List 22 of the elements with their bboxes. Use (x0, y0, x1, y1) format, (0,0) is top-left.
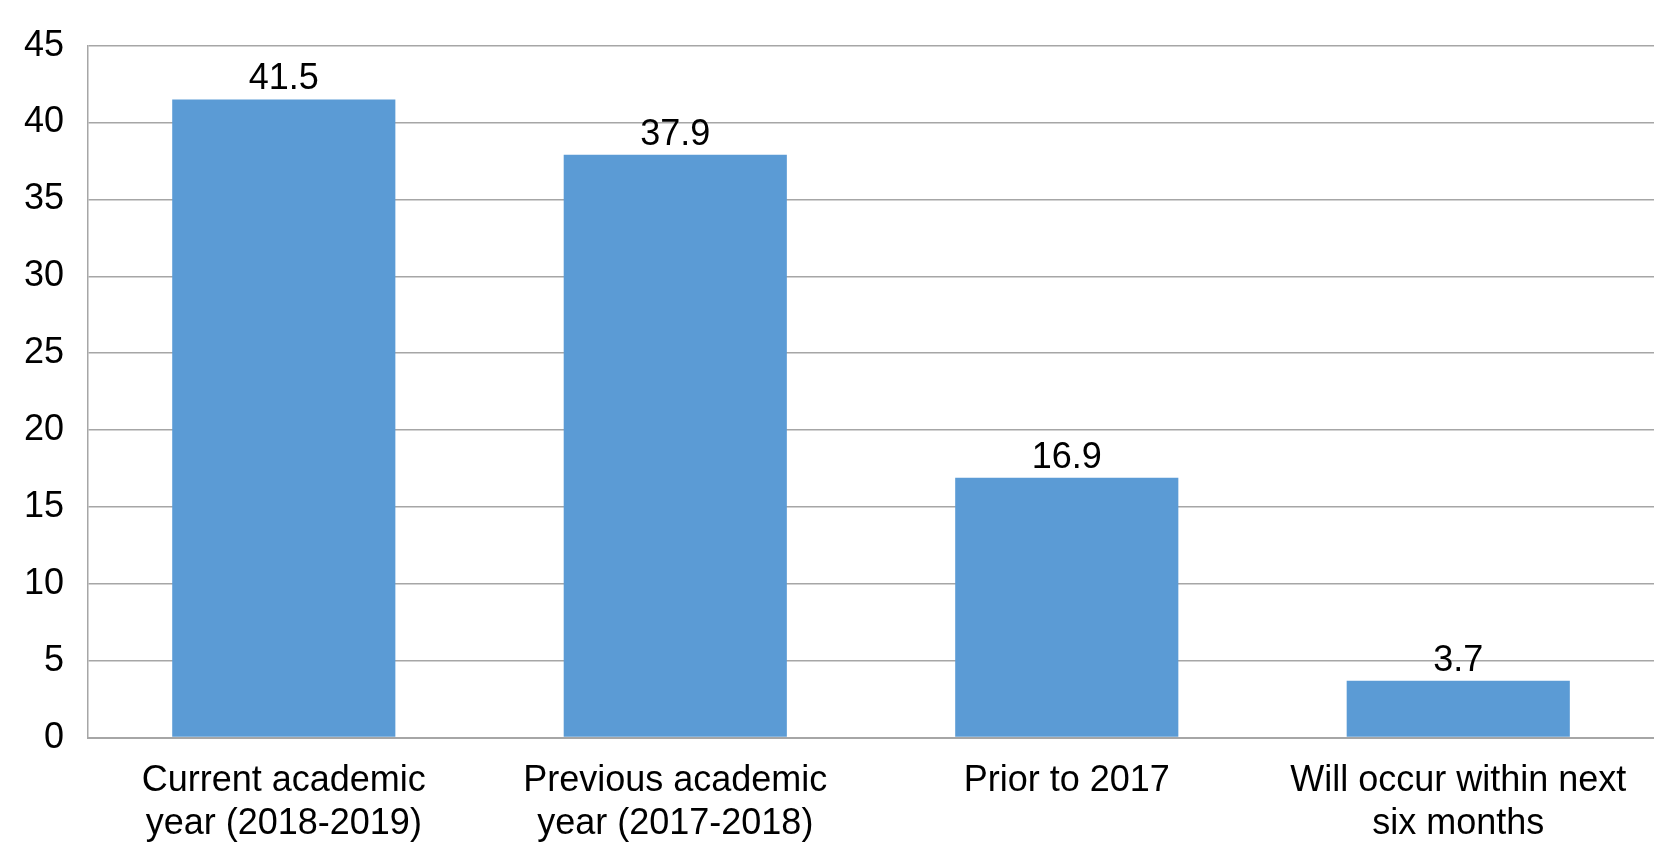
data-label: 3.7 (1433, 637, 1484, 679)
data-label: 16.9 (1031, 434, 1102, 476)
y-tick-label: 35 (24, 176, 65, 218)
bar (955, 477, 1179, 737)
x-tick-label: Will occur within next six months (1290, 758, 1627, 843)
bar (172, 99, 396, 737)
y-tick-label: 25 (24, 330, 65, 372)
y-tick-label: 5 (44, 637, 65, 679)
y-tick-label: 15 (24, 483, 65, 525)
y-tick-label: 40 (24, 99, 65, 141)
bar (563, 154, 787, 737)
x-tick-label: Prior to 2017 (963, 758, 1170, 800)
y-tick-label: 45 (24, 22, 65, 64)
x-tick-label: Current academic year (2018-2019) (141, 758, 426, 843)
y-tick-label: 0 (44, 714, 65, 756)
data-label: 37.9 (640, 111, 711, 153)
data-label: 41.5 (248, 56, 319, 98)
bar (1346, 680, 1570, 737)
y-tick-label: 20 (24, 406, 65, 448)
y-tick-label: 10 (24, 560, 65, 602)
x-tick-label: Previous academic year (2017-2018) (523, 758, 828, 843)
y-tick-label: 30 (24, 253, 65, 295)
